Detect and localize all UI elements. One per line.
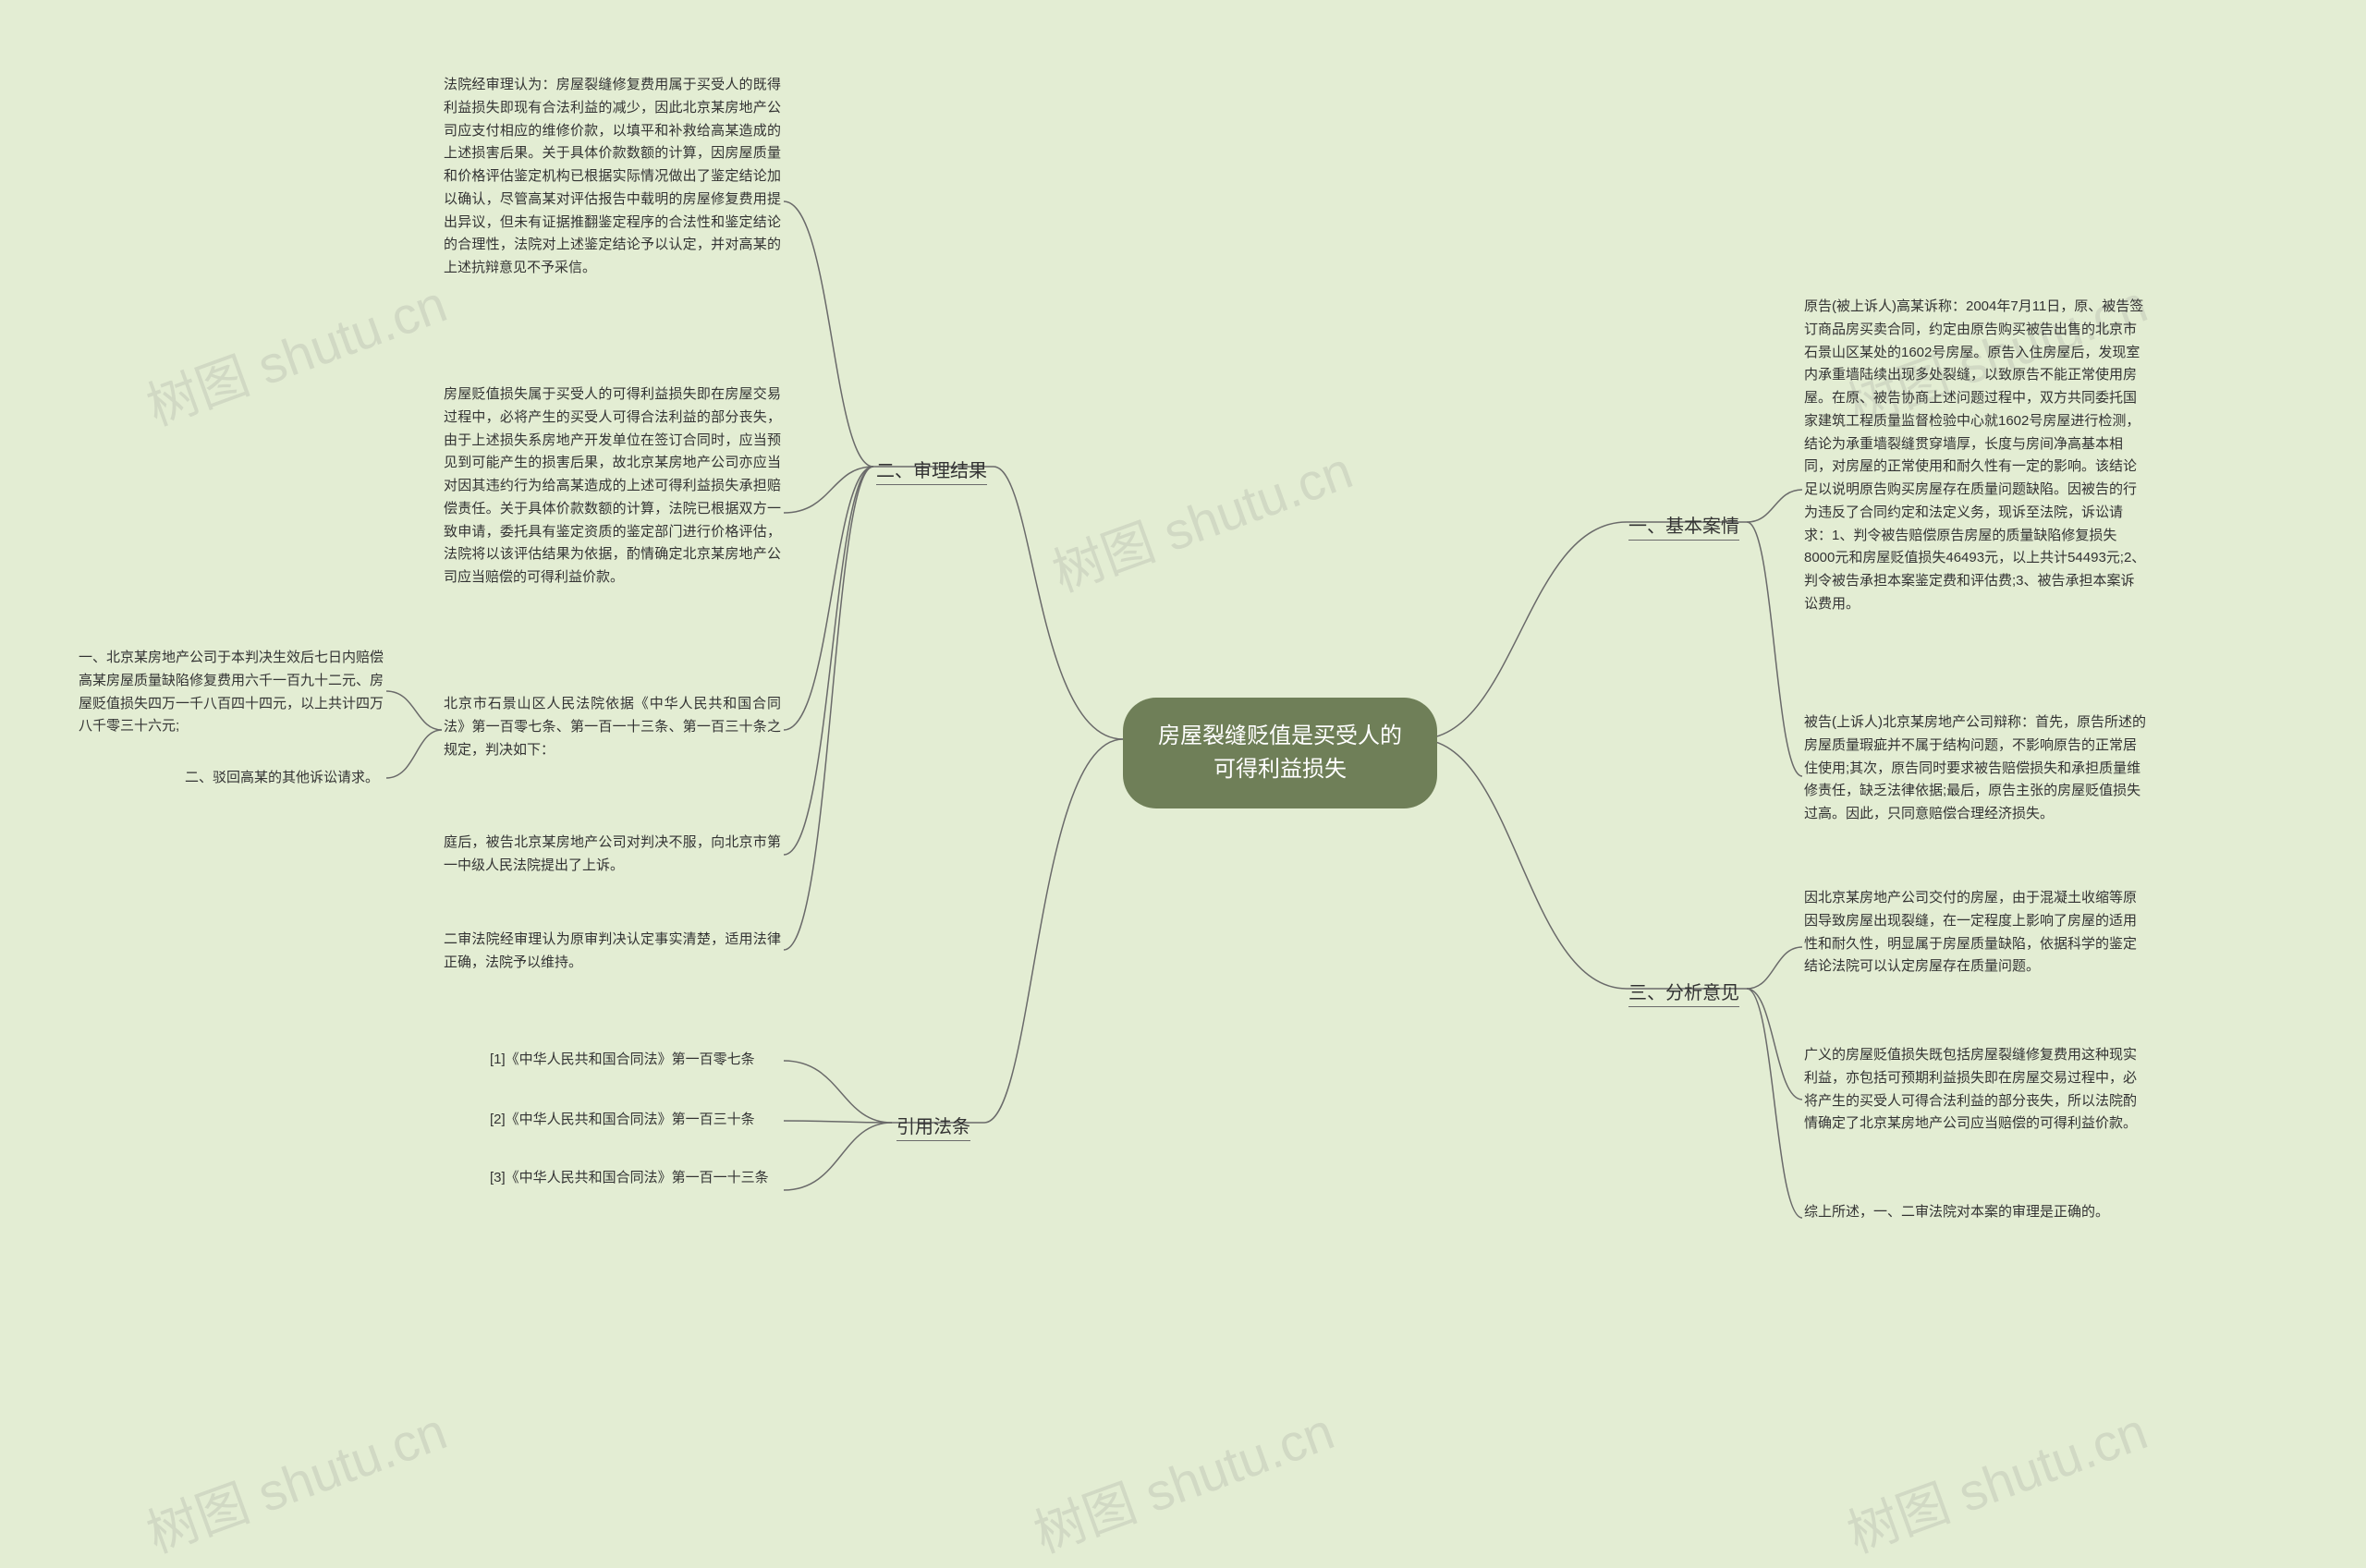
node-b3-1: 因北京某房地产公司交付的房屋，由于混凝土收缩等原因导致房屋出现裂缝，在一定程度上… bbox=[1804, 887, 2146, 978]
node-b2-3-1: 一、北京某房地产公司于本判决生效后七日内赔偿高某房屋质量缺陷修复费用六千一百九十… bbox=[79, 647, 384, 738]
watermark: 树图 shutu.cn bbox=[135, 1390, 456, 1567]
node-b2-3-2: 二、驳回高某的其他诉讼请求。 bbox=[185, 767, 388, 790]
node-b4-3: [3]《中华人民共和国合同法》第一百一十三条 bbox=[490, 1167, 781, 1190]
node-b2-3: 北京市石景山区人民法院依据《中华人民共和国合同法》第一百零七条、第一百一十三条、… bbox=[444, 693, 781, 761]
watermark: 树图 shutu.cn bbox=[1041, 429, 1361, 606]
center-line2: 可得利益损失 bbox=[1213, 757, 1347, 782]
node-b1-2: 被告(上诉人)北京某房地产公司辩称：首先，原告所述的房屋质量瑕疵并不属于结构问题… bbox=[1804, 711, 2146, 826]
node-b1-1: 原告(被上诉人)高某诉称：2004年7月11日，原、被告签订商品房买卖合同，约定… bbox=[1804, 296, 2146, 616]
node-b2-1: 法院经审理认为：房屋裂缝修复费用属于买受人的既得利益损失即现有合法利益的减少，因… bbox=[444, 74, 781, 280]
node-b2-2: 房屋贬值损失属于买受人的可得利益损失即在房屋交易过程中，必将产生的买受人可得合法… bbox=[444, 383, 781, 590]
watermark: 树图 shutu.cn bbox=[1022, 1390, 1343, 1567]
node-b3-3: 综上所述，一、二审法院对本案的审理是正确的。 bbox=[1804, 1201, 2146, 1224]
branch-2-label: 二、审理结果 bbox=[876, 456, 987, 485]
node-b2-5: 二审法院经审理认为原审判决认定事实清楚，适用法律正确，法院予以维持。 bbox=[444, 929, 781, 975]
center-line1: 房屋裂缝贬值是买受人的 bbox=[1158, 723, 1402, 748]
watermark: 树图 shutu.cn bbox=[135, 262, 456, 440]
branch-3-label: 三、分析意见 bbox=[1628, 978, 1739, 1007]
node-b2-4: 庭后，被告北京某房地产公司对判决不服，向北京市第一中级人民法院提出了上诉。 bbox=[444, 832, 781, 878]
branch-4-label: 引用法条 bbox=[896, 1112, 970, 1141]
center-node: 房屋裂缝贬值是买受人的 可得利益损失 bbox=[1123, 698, 1437, 808]
node-b3-2: 广义的房屋贬值损失既包括房屋裂缝修复费用这种现实利益，亦包括可预期利益损失即在房… bbox=[1804, 1044, 2146, 1136]
watermark: 树图 shutu.cn bbox=[1835, 1390, 2156, 1567]
node-b4-2: [2]《中华人民共和国合同法》第一百三十条 bbox=[490, 1109, 781, 1132]
branch-1-label: 一、基本案情 bbox=[1628, 511, 1739, 541]
node-b4-1: [1]《中华人民共和国合同法》第一百零七条 bbox=[490, 1049, 781, 1072]
